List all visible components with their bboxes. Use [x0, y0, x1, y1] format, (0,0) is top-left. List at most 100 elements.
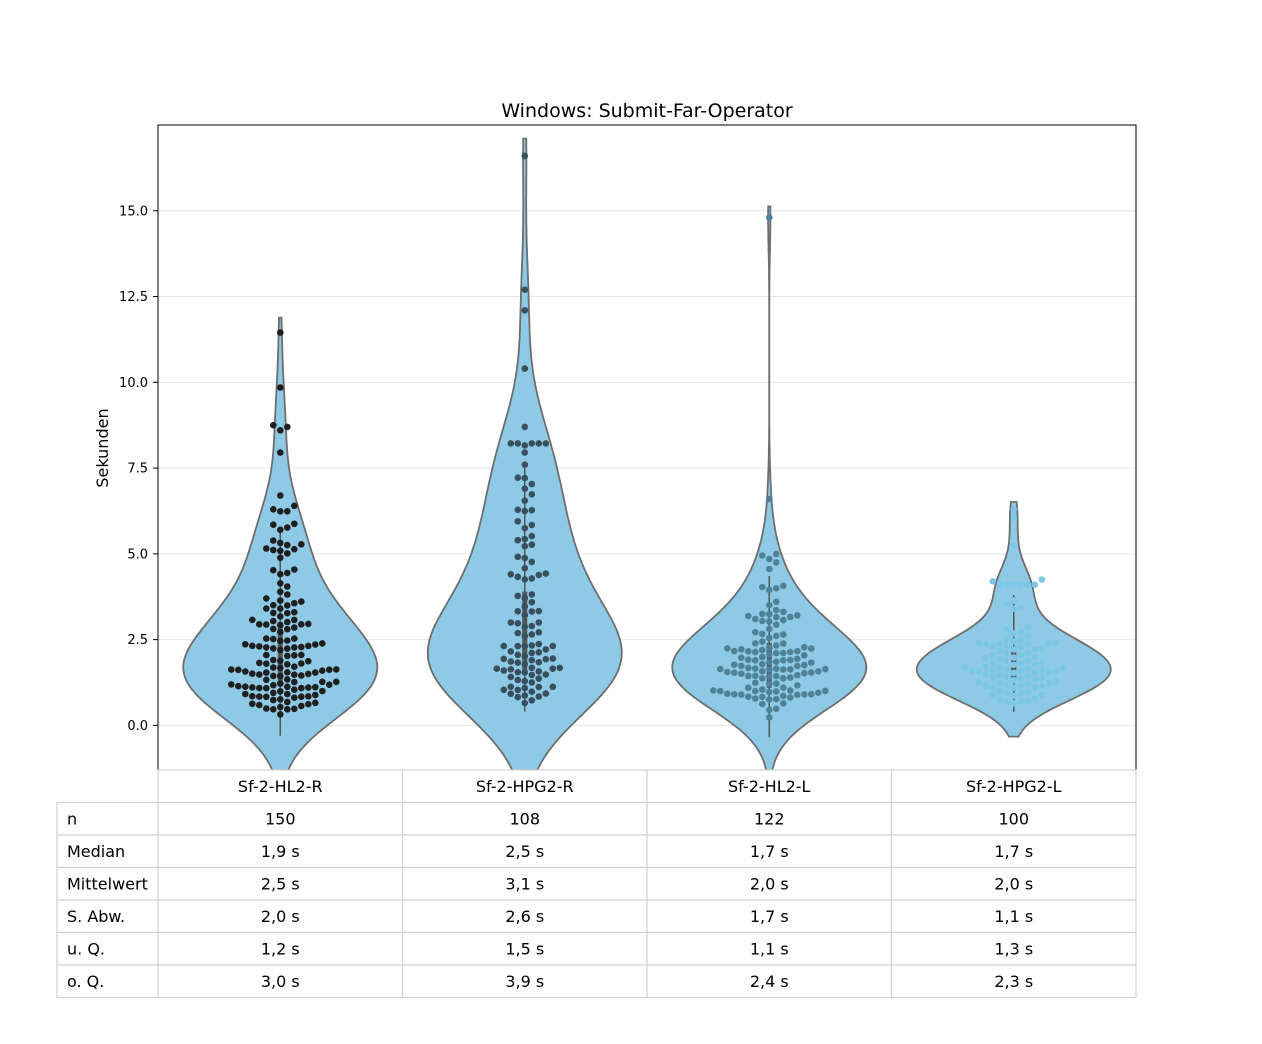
data-point-Sf-2-HPG2-R: [521, 632, 529, 640]
data-point-Sf-2-HL2-L: [801, 652, 808, 659]
data-point-Sf-2-HPG2-L: [975, 668, 983, 675]
data-point-Sf-2-HPG2-R: [493, 665, 501, 672]
data-point-Sf-2-HL2-R: [291, 678, 298, 686]
data-point-Sf-2-HL2-L: [780, 675, 787, 682]
data-point-Sf-2-HPG2-L: [1017, 698, 1025, 705]
data-point-Sf-2-HPG2-R: [521, 623, 529, 631]
row-label: u. Q.: [67, 940, 105, 959]
violin-Sf-2-HL2-L: [671, 205, 868, 770]
data-point-Sf-2-HPG2-L: [1024, 632, 1032, 640]
data-point-Sf-2-HL2-L: [773, 559, 780, 566]
data-point-Sf-2-HL2-L: [780, 616, 787, 624]
data-point-Sf-2-HPG2-R: [521, 699, 529, 707]
data-point-Sf-2-HPG2-R: [521, 603, 529, 610]
data-point-Sf-2-HPG2-L: [1031, 653, 1039, 661]
data-point-Sf-2-HL2-L: [808, 645, 815, 652]
data-point-Sf-2-HPG2-R: [514, 440, 522, 447]
table-cell-value: 1,1 s: [750, 940, 789, 959]
table-cell-value: 2,5 s: [261, 875, 300, 894]
table-cell: [646, 931, 893, 966]
data-point-Sf-2-HPG2-R: [528, 558, 536, 566]
data-point-Sf-2-HPG2-R: [521, 507, 529, 515]
data-point-Sf-2-HL2-L: [773, 642, 780, 649]
data-point-Sf-2-HPG2-R: [514, 668, 522, 676]
data-point-Sf-2-HL2-R: [270, 521, 277, 528]
data-point-Sf-2-HL2-L: [773, 672, 780, 680]
data-point-Sf-2-HPG2-L: [1003, 697, 1011, 705]
table-cell-value: 3,9 s: [505, 972, 544, 991]
data-point-Sf-2-HL2-R: [284, 637, 291, 644]
row-label: Mittelwert: [67, 875, 148, 894]
data-point-Sf-2-HL2-L: [794, 662, 801, 670]
data-point-Sf-2-HPG2-L: [1024, 640, 1032, 648]
data-point-Sf-2-HL2-R: [249, 670, 256, 677]
data-point-Sf-2-HPG2-R: [528, 679, 536, 686]
table-cell: [401, 964, 648, 999]
data-point-Sf-2-HL2-R: [291, 566, 298, 573]
data-point-Sf-2-HPG2-R: [556, 664, 564, 672]
data-point-Sf-2-HPG2-R: [521, 535, 529, 543]
table-cell: [401, 931, 648, 966]
row-label-cell: [56, 834, 159, 869]
data-point-Sf-2-HL2-R: [277, 384, 284, 391]
data-point-Sf-2-HL2-L: [822, 665, 829, 673]
data-point-Sf-2-HL2-R: [277, 508, 284, 515]
data-point-Sf-2-HPG2-R: [535, 619, 543, 626]
data-point-Sf-2-HL2-R: [284, 645, 291, 652]
data-point-Sf-2-HPG2-L: [1010, 514, 1018, 522]
data-point-Sf-2-HL2-R: [284, 541, 291, 549]
data-points: [228, 152, 1067, 721]
data-point-Sf-2-HPG2-R: [521, 611, 529, 619]
data-point-Sf-2-HL2-L: [759, 630, 766, 638]
data-point-Sf-2-HL2-R: [298, 621, 305, 628]
data-point-Sf-2-HL2-R: [270, 537, 277, 544]
table-cell: [157, 899, 404, 934]
data-point-Sf-2-HL2-R: [291, 599, 298, 607]
data-point-Sf-2-HPG2-L: [996, 640, 1004, 648]
data-point-Sf-2-HPG2-L: [1031, 581, 1039, 588]
data-point-Sf-2-HL2-L: [794, 655, 801, 663]
data-point-Sf-2-HL2-R: [277, 605, 284, 612]
data-point-Sf-2-HL2-R: [305, 693, 312, 700]
table-cell: [646, 866, 893, 901]
data-point-Sf-2-HL2-L: [801, 669, 808, 677]
data-point-Sf-2-HL2-L: [808, 690, 815, 698]
data-point-Sf-2-HL2-R: [312, 669, 319, 676]
table-cell: [401, 899, 648, 934]
table-cell-value: 1,9 s: [261, 842, 300, 861]
data-point-Sf-2-HL2-R: [277, 672, 284, 680]
data-point-Sf-2-HL2-L: [808, 659, 815, 666]
column-header: Sf-2-HPG2-R: [476, 777, 574, 796]
data-point-Sf-2-HL2-L: [752, 665, 759, 672]
data-point-Sf-2-HPG2-R: [514, 506, 522, 514]
data-point-Sf-2-HL2-R: [277, 637, 284, 645]
data-point-Sf-2-HL2-R: [312, 699, 319, 707]
data-point-Sf-2-HPG2-R: [535, 571, 543, 579]
data-point-Sf-2-HPG2-L: [1010, 542, 1018, 549]
data-point-Sf-2-HL2-L: [759, 617, 766, 625]
data-point-Sf-2-HL2-R: [277, 588, 284, 596]
table-cell-value: 150: [265, 810, 296, 829]
data-point-Sf-2-HL2-R: [270, 706, 277, 713]
table-cell-value: 1,1 s: [994, 907, 1033, 926]
data-point-Sf-2-HL2-R: [277, 570, 284, 578]
data-point-Sf-2-HL2-L: [752, 657, 759, 664]
y-axis-ticks: 0.0 2.5 5.0 7.5 10.0 12.5 15.0: [119, 204, 158, 734]
data-point-Sf-2-HL2-R: [291, 608, 298, 616]
data-point-Sf-2-HL2-R: [326, 681, 333, 688]
data-point-Sf-2-HL2-L: [787, 613, 794, 621]
data-point-Sf-2-HL2-R: [291, 616, 298, 624]
table-cell-value: 1,7 s: [750, 842, 789, 861]
data-point-Sf-2-HPG2-L: [1038, 576, 1046, 583]
table-cell-value: 100: [998, 810, 1029, 829]
data-point-Sf-2-HL2-L: [745, 648, 752, 655]
data-point-Sf-2-HL2-R: [263, 660, 270, 667]
data-point-Sf-2-HL2-L: [759, 700, 766, 708]
data-point-Sf-2-HL2-L: [738, 691, 745, 698]
data-point-Sf-2-HPG2-R: [528, 622, 536, 630]
data-point-Sf-2-HL2-L: [724, 645, 731, 652]
data-point-Sf-2-HL2-L: [780, 608, 787, 616]
data-point-Sf-2-HPG2-R: [507, 673, 515, 681]
data-point-Sf-2-HPG2-R: [521, 594, 529, 602]
table-header-cell: [401, 769, 648, 804]
